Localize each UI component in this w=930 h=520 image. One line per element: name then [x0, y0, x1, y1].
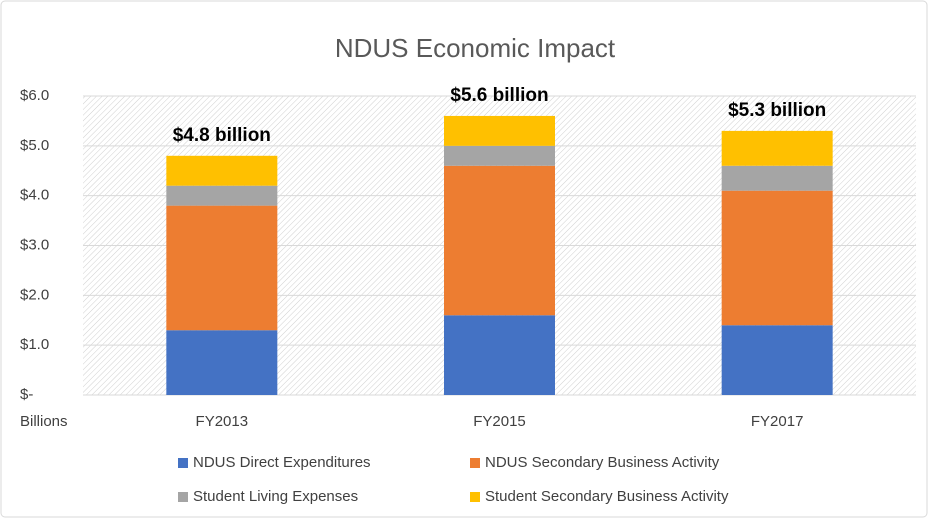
- legend-label: NDUS Secondary Business Activity: [485, 454, 720, 471]
- total-label: $5.6 billion: [450, 85, 548, 106]
- total-label: $4.8 billion: [173, 125, 271, 146]
- y-tick-label: $-: [20, 386, 33, 403]
- bar-segment: [166, 185, 278, 206]
- bar-segment: [166, 330, 278, 395]
- x-tick-label: FY2013: [196, 413, 249, 430]
- legend-swatch: [470, 492, 480, 502]
- bar-segment: [166, 205, 278, 331]
- bar-segment: [444, 315, 555, 395]
- bar-segment: [721, 190, 833, 326]
- x-tick-label: FY2015: [473, 413, 526, 430]
- legend-swatch: [178, 458, 188, 468]
- y-tick-label: $5.0: [20, 137, 49, 154]
- total-label: $5.3 billion: [728, 100, 826, 121]
- bar-segment: [444, 115, 555, 146]
- y-tick-label: $6.0: [20, 87, 49, 104]
- x-tick-label: FY2017: [751, 413, 804, 430]
- legend-swatch: [178, 492, 188, 502]
- legend-label: Student Secondary Business Activity: [485, 488, 729, 505]
- bar-segment: [721, 130, 833, 166]
- bar-segment: [166, 155, 278, 186]
- legend-label: NDUS Direct Expenditures: [193, 454, 371, 471]
- legend-swatch: [470, 458, 480, 468]
- bar-segment: [721, 165, 833, 191]
- y-tick-label: $1.0: [20, 336, 49, 353]
- y-axis-label: Billions: [20, 413, 68, 430]
- y-tick-label: $2.0: [20, 286, 49, 303]
- bar-segment: [444, 145, 555, 166]
- y-tick-label: $3.0: [20, 236, 49, 253]
- bar-segment: [444, 165, 555, 316]
- bar-segment: [721, 325, 833, 395]
- legend-label: Student Living Expenses: [193, 488, 358, 505]
- chart-title: NDUS Economic Impact: [335, 33, 616, 63]
- y-tick-label: $4.0: [20, 187, 49, 204]
